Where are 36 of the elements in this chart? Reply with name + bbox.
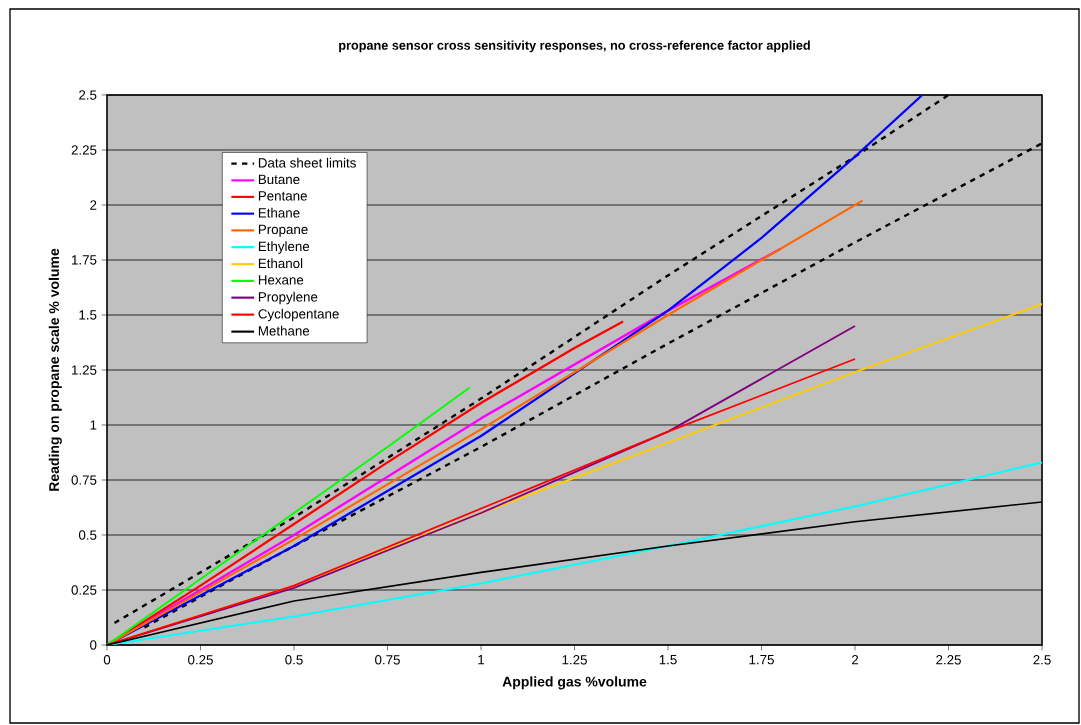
y-tick-label: 2.25: [71, 145, 97, 155]
y-tick-label: 0.5: [78, 530, 97, 540]
y-tick-label: 0.25: [71, 585, 97, 595]
x-tick-label: 1.5: [659, 655, 677, 665]
x-tick-label: 1.25: [562, 655, 587, 665]
y-axis-title: Reading on propane scale % volume: [48, 248, 62, 491]
x-tick-label: 1.75: [749, 655, 774, 665]
legend-label: Cyclopentane: [258, 308, 339, 322]
x-tick-label: 0.5: [285, 655, 303, 665]
x-tick-label: 2: [851, 655, 859, 665]
y-tick-label: 2.5: [79, 90, 97, 100]
x-tick-label: 0.75: [375, 655, 400, 665]
y-tick-label: 0: [90, 640, 97, 650]
x-tick-label: 2.5: [1033, 655, 1051, 665]
legend-label: Propane: [258, 224, 308, 237]
y-tick-label: 2: [90, 200, 97, 210]
chart-title: propane sensor cross sensitivity responses, no cross-reference factor applied: [339, 40, 810, 53]
x-axis-title: Applied gas %volume: [502, 676, 647, 690]
x-tick-label: 0.25: [188, 655, 213, 665]
y-tick-label: 1.75: [72, 255, 97, 265]
x-tick-label: 2.25: [936, 655, 961, 665]
x-tick-label: 0: [103, 655, 111, 665]
legend-label: Ethylene: [258, 241, 310, 254]
legend-label: Propylene: [258, 291, 318, 305]
legend-label: Methane: [258, 325, 310, 336]
y-tick-label: 1.25: [72, 365, 97, 375]
y-tick-label: 1: [90, 420, 97, 430]
legend-label: Butane: [258, 174, 300, 185]
legend-label: Ethane: [258, 207, 300, 218]
legend-label: Pentane: [258, 191, 307, 201]
y-tick-label: 1.5: [79, 310, 97, 320]
x-tick-label: 1: [478, 655, 485, 665]
legend-label: Ethanol: [258, 258, 303, 269]
legend-label: Data sheet limits: [258, 157, 356, 168]
legend-label: Hexane: [258, 275, 304, 285]
y-tick-label: 0.75: [71, 475, 97, 485]
